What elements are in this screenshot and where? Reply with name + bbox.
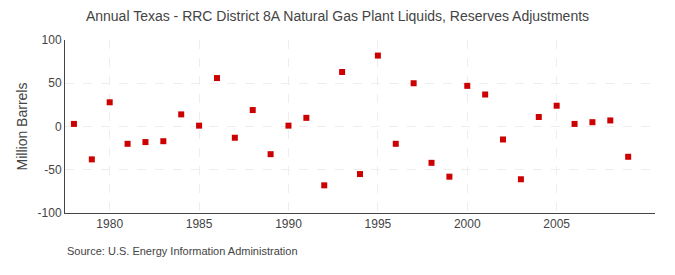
svg-text:1990: 1990 bbox=[275, 217, 302, 231]
svg-text:Annual Texas - RRC District 8A: Annual Texas - RRC District 8A Natural G… bbox=[86, 8, 589, 24]
svg-text:1985: 1985 bbox=[186, 217, 213, 231]
svg-text:2005: 2005 bbox=[543, 217, 570, 231]
svg-text:Source: U.S. Energy Informatio: Source: U.S. Energy Information Administ… bbox=[67, 245, 298, 257]
svg-text:-50: -50 bbox=[44, 163, 62, 177]
svg-text:0: 0 bbox=[55, 120, 62, 134]
svg-text:2000: 2000 bbox=[454, 217, 481, 231]
svg-text:Million Barrels: Million Barrels bbox=[14, 83, 30, 171]
svg-text:1995: 1995 bbox=[365, 217, 392, 231]
svg-text:-100: -100 bbox=[38, 206, 62, 220]
svg-text:50: 50 bbox=[48, 76, 62, 90]
svg-text:1980: 1980 bbox=[96, 217, 123, 231]
svg-text:100: 100 bbox=[42, 33, 62, 47]
